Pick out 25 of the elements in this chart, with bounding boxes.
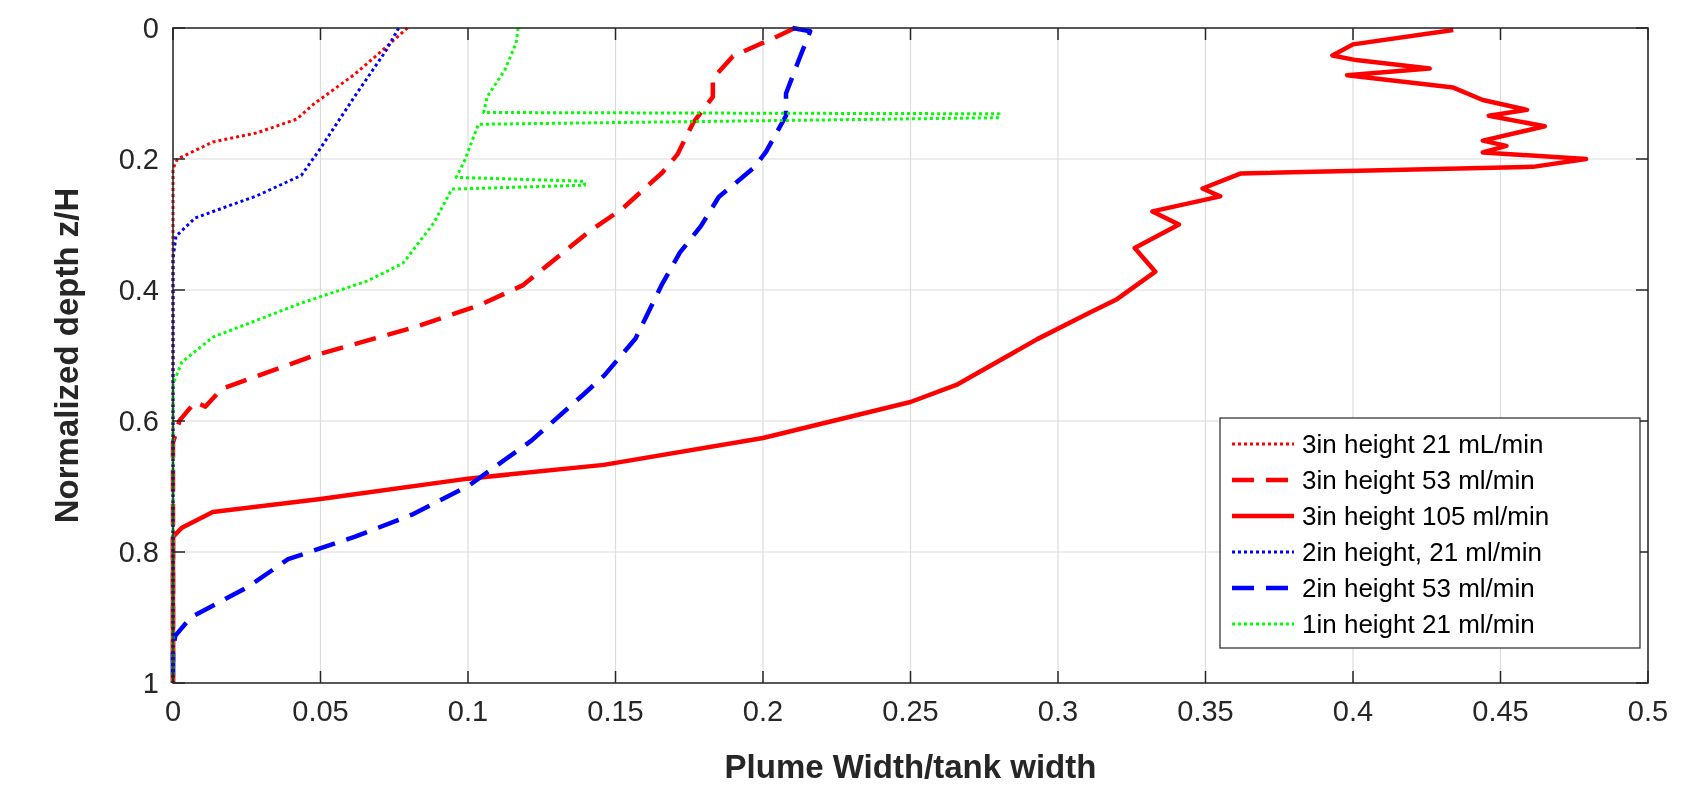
y-tick-label: 0.2: [118, 143, 159, 176]
x-tick-label: 0.05: [292, 695, 349, 727]
y-tick-label: 0.8: [118, 536, 159, 569]
x-tick-label: 0.2: [742, 695, 784, 727]
x-tick-label: 0.4: [1332, 695, 1374, 727]
legend-label: 3in height 105 ml/min: [1302, 501, 1550, 532]
x-tick-label: 0: [164, 695, 182, 727]
y-tick-label: 1: [142, 667, 159, 700]
y-axis-title: Normalized depth z/H: [48, 187, 85, 524]
legend-label: 3in height 53 ml/min: [1302, 465, 1535, 496]
x-tick-label: 0.15: [587, 695, 644, 727]
x-axis-title: Plume Width/tank width: [724, 748, 1097, 785]
y-tick-label: 0: [142, 12, 159, 45]
legend-label: 1in height 21 ml/min: [1302, 609, 1535, 640]
x-tick-label: 0.35: [1177, 695, 1234, 727]
legend-label: 2in height, 21 ml/min: [1302, 537, 1542, 568]
legend-label: 2in height 53 ml/min: [1302, 573, 1535, 604]
x-tick-label: 0.1: [447, 695, 489, 727]
legend-label: 3in height 21 mL/min: [1302, 429, 1544, 460]
x-tick-label: 0.3: [1037, 695, 1079, 727]
y-tick-label: 0.6: [118, 405, 159, 438]
y-tick-label: 0.4: [118, 274, 159, 307]
x-tick-label: 0.5: [1627, 695, 1669, 727]
x-tick-label: 0.45: [1472, 695, 1529, 727]
x-tick-label: 0.25: [882, 695, 939, 727]
